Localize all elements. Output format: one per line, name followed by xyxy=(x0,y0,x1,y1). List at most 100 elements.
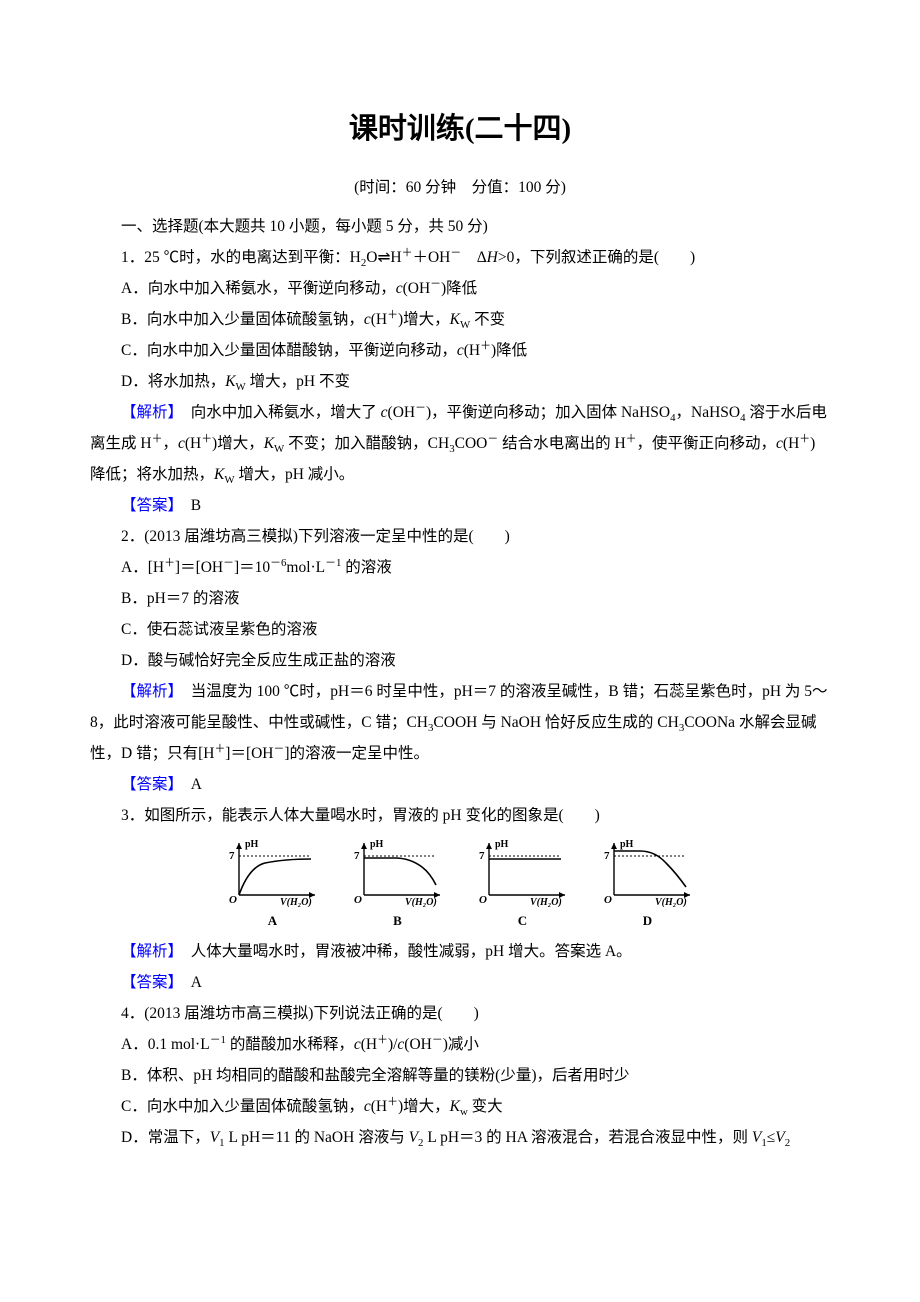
q1-optD: D．将水加热，KW 增大，pH 不变 xyxy=(90,366,830,397)
sup: ＋ xyxy=(402,247,413,259)
x-label: V(H₂O) xyxy=(280,897,312,907)
analysis-label: 【解析】 xyxy=(121,404,175,421)
text: 人体大量喝水时，胃液被冲稀，酸性减弱，pH 增大。答案选 A。 xyxy=(175,943,631,960)
y-label: pH xyxy=(245,839,259,850)
graph-label: D xyxy=(643,908,652,934)
y-tick: 7 xyxy=(604,850,610,862)
text: ]的溶液一定呈中性。 xyxy=(284,745,429,762)
q2-optD: D．酸与碱恰好完全反应生成正盐的溶液 xyxy=(90,645,830,676)
sup: － xyxy=(487,433,498,445)
q4-optA: A．0.1 mol·L－1 的醋酸加水稀释，c(H＋)/c(OH－)减小 xyxy=(90,1029,830,1060)
graph-svg: pH 7 O V(H₂O) xyxy=(350,837,445,907)
graph-C: pH 7 O V(H₂O) C xyxy=(475,837,570,934)
answer-label: 【答案】 xyxy=(121,497,175,514)
text: ，NaHSO xyxy=(676,404,741,421)
sup: － xyxy=(223,557,234,569)
sup: ＋ xyxy=(214,743,225,755)
text: >0，下列叙述正确的是( ) xyxy=(498,249,695,266)
exam-meta: (时间：60 分钟 分值：100 分) xyxy=(90,172,830,203)
sup: ＋ xyxy=(377,1034,388,1046)
sup: － xyxy=(432,1034,443,1046)
sup: ＋ xyxy=(799,433,810,445)
text: )，平衡逆向移动；加入固体 NaHSO xyxy=(426,404,670,421)
q2-stem: 2．(2013 届潍坊高三模拟)下列溶液一定呈中性的是( ) xyxy=(90,521,830,552)
italic: K xyxy=(450,1098,460,1115)
italic: c xyxy=(364,311,371,328)
text: )降低 xyxy=(441,280,477,297)
q4-optB: B．体积、pH 均相同的醋酸和盐酸完全溶解等量的镁粉(少量)，后者用时少 xyxy=(90,1060,830,1091)
text: (H xyxy=(185,435,201,452)
sup: ＋ xyxy=(626,433,637,445)
answer-value: B xyxy=(175,497,201,514)
text: )增大， xyxy=(398,311,450,328)
answer-value: A xyxy=(175,974,202,991)
text: 结合水电离出的 H xyxy=(498,435,625,452)
italic: V xyxy=(409,1129,418,1146)
graph-D: pH 7 O V(H₂O) D xyxy=(600,837,695,934)
origin: O xyxy=(229,894,237,906)
origin: O xyxy=(479,894,487,906)
graph-label: B xyxy=(393,908,402,934)
sub: W xyxy=(460,319,470,331)
italic: K xyxy=(264,435,274,452)
text: 不变 xyxy=(470,311,505,328)
q1-analysis: 【解析】 向水中加入稀氨水，增大了 c(OH－)，平衡逆向移动；加入固体 NaH… xyxy=(90,397,830,490)
x-label: V(H₂O) xyxy=(530,897,562,907)
q4-optD: D．常温下，V1 L pH＝11 的 NaOH 溶液与 V2 L pH＝3 的 … xyxy=(90,1122,830,1153)
q3-analysis: 【解析】 人体大量喝水时，胃液被冲稀，酸性减弱，pH 增大。答案选 A。 xyxy=(90,936,830,967)
text: 变大 xyxy=(468,1098,503,1115)
analysis-label: 【解析】 xyxy=(121,683,175,700)
text: mol·L xyxy=(286,559,325,576)
text: C．向水中加入少量固体硫酸氢钠， xyxy=(121,1098,364,1115)
italic: c xyxy=(364,1098,371,1115)
text: (OH xyxy=(403,280,431,297)
text: ≤ xyxy=(767,1129,776,1146)
text: ]＝10 xyxy=(234,559,270,576)
text: (H xyxy=(371,1098,387,1115)
graph-svg: pH 7 O V(H₂O) xyxy=(600,837,695,907)
italic: c xyxy=(457,342,464,359)
answer-value: A xyxy=(175,776,202,793)
text: ， xyxy=(162,435,178,452)
sup: ＋ xyxy=(387,309,398,321)
text: D．将水加热， xyxy=(121,373,225,390)
graph-label: C xyxy=(518,908,527,934)
sub: W xyxy=(236,381,246,393)
italic: c xyxy=(396,280,403,297)
text: ]＝[OH xyxy=(175,559,223,576)
text: (H xyxy=(371,311,387,328)
origin: O xyxy=(604,894,612,906)
q1-optA: A．向水中加入稀氨水，平衡逆向移动，c(OH－)降低 xyxy=(90,273,830,304)
q1-optC: C．向水中加入少量固体醋酸钠，平衡逆向移动，c(H＋)降低 xyxy=(90,335,830,366)
sup: － xyxy=(415,402,426,414)
y-tick: 7 xyxy=(354,850,360,862)
y-label: pH xyxy=(620,839,634,850)
sup: －1 xyxy=(210,1034,226,1046)
x-label: V(H₂O) xyxy=(655,897,687,907)
text: 增大，pH 不变 xyxy=(246,373,350,390)
y-tick: 7 xyxy=(479,850,485,862)
italic: c xyxy=(381,404,388,421)
graph-B: pH 7 O V(H₂O) B xyxy=(350,837,445,934)
text: COO xyxy=(455,435,488,452)
text: C．向水中加入少量固体醋酸钠，平衡逆向移动， xyxy=(121,342,457,359)
sup: － xyxy=(450,247,461,259)
sub: W xyxy=(224,474,234,486)
sup: ＋ xyxy=(480,340,491,352)
text: COOH 与 NaOH 恰好反应生成的 CH xyxy=(433,714,678,731)
y-label: pH xyxy=(495,839,509,850)
y-label: pH xyxy=(370,839,384,850)
italic: K xyxy=(450,311,460,328)
italic: K xyxy=(214,466,224,483)
answer-label: 【答案】 xyxy=(121,974,175,991)
text: )减小 xyxy=(443,1036,479,1053)
q1-answer: 【答案】 B xyxy=(90,490,830,521)
page-title: 课时训练(二十四) xyxy=(90,100,830,158)
text: (H xyxy=(464,342,480,359)
text: 不变；加入醋酸钠，CH xyxy=(284,435,449,452)
sup: ＋ xyxy=(164,557,175,569)
text: ，使平衡正向移动， xyxy=(637,435,777,452)
text: )增大， xyxy=(398,1098,450,1115)
italic: c xyxy=(354,1036,361,1053)
text: 的溶液 xyxy=(341,559,391,576)
